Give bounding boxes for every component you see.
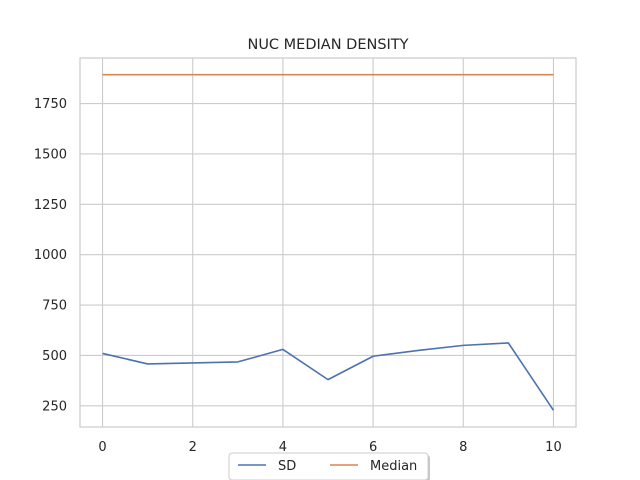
y-tick-label: 750 xyxy=(42,299,67,314)
series-line-sd xyxy=(102,342,555,411)
y-tick-label: 1500 xyxy=(34,147,67,162)
y-tick-label: 1250 xyxy=(34,198,67,213)
chart-title: NUC MEDIAN DENSITY xyxy=(247,37,408,53)
x-tick-label: 6 xyxy=(369,440,377,455)
legend-label-sd: SD xyxy=(278,459,296,474)
y-tick-label: 1750 xyxy=(34,97,67,112)
legend: SD Median xyxy=(228,452,430,480)
x-tick-labels: 0 2 4 6 8 10 xyxy=(98,440,561,455)
legend-box xyxy=(228,452,429,480)
legend-label-median: Median xyxy=(370,459,417,474)
x-tick-label: 10 xyxy=(545,440,562,455)
plot-frame xyxy=(79,57,577,428)
x-tick-label: 2 xyxy=(189,440,197,455)
plot-background xyxy=(80,58,576,427)
y-tick-labels: 250 500 750 1000 1250 1500 1750 xyxy=(34,97,67,414)
x-tick-label: 0 xyxy=(98,440,106,455)
grid-lines xyxy=(80,58,576,427)
x-tick-label: 4 xyxy=(279,440,287,455)
y-tick-label: 500 xyxy=(42,349,67,364)
y-tick-label: 1000 xyxy=(34,248,67,263)
y-tick-label: 250 xyxy=(42,399,67,414)
x-tick-label: 8 xyxy=(459,440,467,455)
series-lines xyxy=(102,73,555,411)
